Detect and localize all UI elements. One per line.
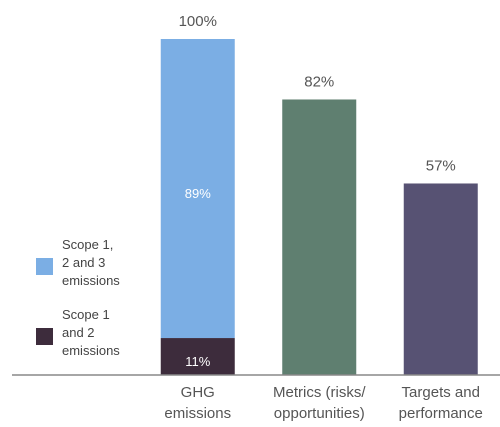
bar-segment — [160, 39, 235, 339]
total-label: 100% — [179, 13, 217, 30]
total-label: 57% — [426, 157, 456, 174]
value-label: 11% — [185, 354, 210, 369]
bar-segment — [160, 338, 235, 375]
x-tick-label: GHG emissions — [164, 384, 231, 422]
legend-label: Scope 1, 2 and 3 emissions — [62, 237, 120, 288]
x-tick-label: Targets and performance — [399, 384, 483, 422]
total-label: 82% — [304, 73, 334, 90]
bar-segment — [282, 99, 357, 375]
legend-label: Scope 1 and 2 emissions — [62, 307, 120, 358]
value-label: 89% — [185, 186, 211, 201]
legend-swatch — [36, 328, 53, 345]
bar-segment — [403, 183, 478, 375]
x-tick-label: Metrics (risks/opportunities) — [273, 384, 366, 422]
legend-swatch — [36, 258, 53, 275]
